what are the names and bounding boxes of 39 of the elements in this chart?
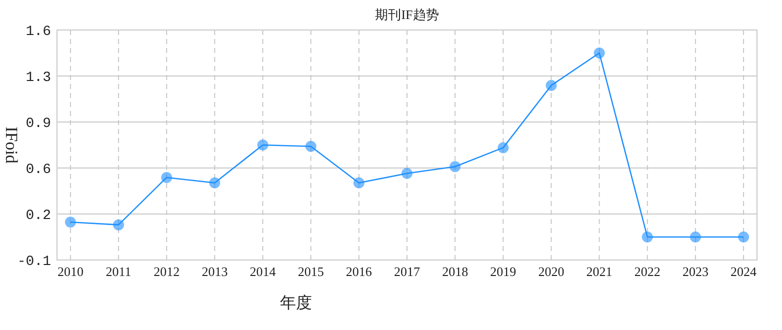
point <box>161 172 172 183</box>
y-tick-label: 1.6 <box>26 24 51 40</box>
point <box>690 232 701 242</box>
y-tick-label: -0.1 <box>17 254 51 270</box>
point <box>113 219 124 230</box>
point <box>209 177 220 188</box>
x-tick-label: 2010 <box>57 264 84 279</box>
x-tick-label: 2021 <box>586 264 612 279</box>
y-tick-label: 0.9 <box>26 116 51 132</box>
y-tick-label: 1.3 <box>26 70 51 86</box>
x-tick-label: 2011 <box>106 264 132 279</box>
x-tick-label: 2013 <box>202 264 228 279</box>
point <box>257 140 268 150</box>
x-tick-label: 2020 <box>538 264 564 279</box>
y-tick-label: 0.2 <box>26 208 51 224</box>
point <box>546 80 557 91</box>
x-tick-label: 2012 <box>154 264 180 279</box>
x-tick-label: 2022 <box>634 264 660 279</box>
x-tick-label: 2024 <box>730 264 758 279</box>
point <box>498 142 509 154</box>
y-tick-label: 0.6 <box>26 162 51 178</box>
point <box>450 161 461 172</box>
point <box>353 177 364 188</box>
point <box>594 48 605 58</box>
x-axis-title: 年度 <box>280 294 312 312</box>
x-tick-label: 2019 <box>490 264 516 279</box>
x-tick-label: 2016 <box>346 264 372 279</box>
point <box>305 140 316 152</box>
x-tick-label: 2023 <box>682 264 708 279</box>
point <box>64 216 76 228</box>
point <box>642 232 653 242</box>
x-tick-label: 2017 <box>394 264 420 279</box>
x-tick-label: 2018 <box>442 264 468 279</box>
chart-title: 期刊IF趋势 <box>375 7 439 22</box>
point <box>738 232 750 242</box>
point <box>402 168 412 179</box>
x-tick-label: 2015 <box>298 264 324 279</box>
x-tick-label: 2014 <box>250 264 276 279</box>
y-axis-title: IFoid <box>2 126 21 164</box>
